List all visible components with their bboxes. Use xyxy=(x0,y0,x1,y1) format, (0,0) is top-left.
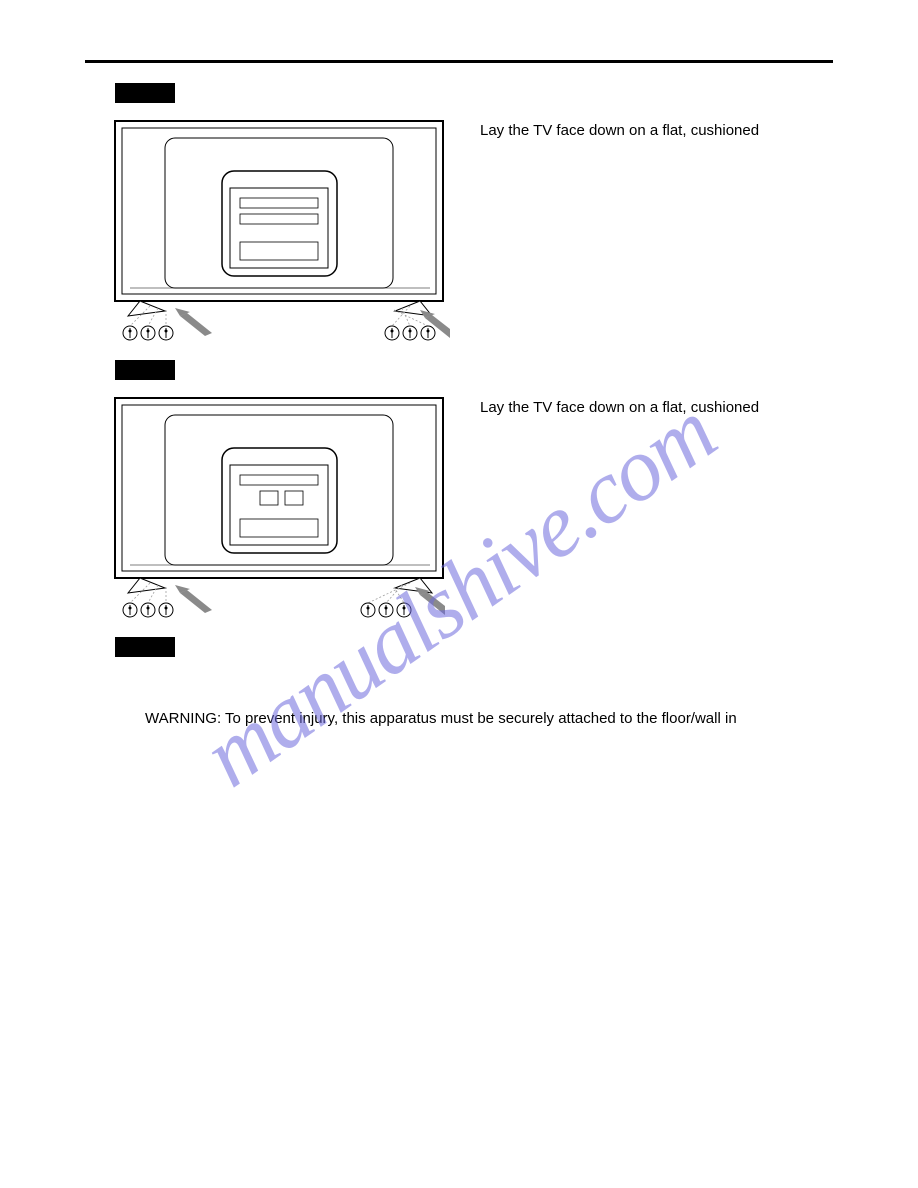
step-caption-2: Lay the TV face down on a flat, cushione… xyxy=(480,393,759,418)
tv-diagram-2 xyxy=(110,393,450,623)
step-row-2: Lay the TV face down on a flat, cushione… xyxy=(85,393,833,623)
step-label-1 xyxy=(115,83,175,103)
step-row-1: Lay the TV face down on a flat, cushione… xyxy=(85,116,833,346)
warning-text: WARNING: To prevent injury, this apparat… xyxy=(145,710,833,727)
horizontal-rule xyxy=(85,60,833,63)
tv-diagram-1 xyxy=(110,116,450,346)
step-caption-1: Lay the TV face down on a flat, cushione… xyxy=(480,116,759,141)
step-label-2 xyxy=(115,360,175,380)
step-label-3 xyxy=(115,637,175,657)
